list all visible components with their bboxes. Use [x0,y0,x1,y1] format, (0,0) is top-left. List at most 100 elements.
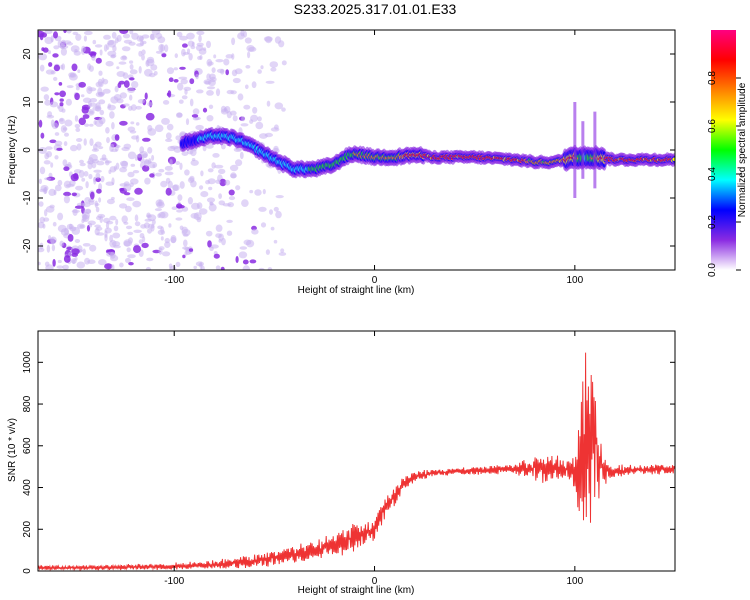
spectrogram-noise-blob [270,67,277,72]
spectrogram-noise-blob [221,143,226,150]
spectrogram-noise-blob [179,181,185,189]
spectrogram-noise-blob [243,104,251,110]
spectrogram-noise-blob [84,123,90,127]
spectrogram-noise-blob [46,114,55,119]
spectrogram-noise-blob [112,45,117,52]
spectrogram-noise-blob [38,201,44,207]
spectrogram-noise-blob [76,143,82,151]
spectrogram-noise-blob [118,80,126,85]
spectrogram-noise-blob [181,95,188,100]
spectrogram-noise-blob [258,267,265,270]
spectrogram-noise-blob [235,256,239,263]
spectrogram-noise-blob [176,112,183,118]
spectrogram-noise-blob [242,265,250,270]
spectrogram-noise-blob [51,122,59,130]
spectrogram-noise-blob [79,162,86,167]
spectrogram-noise-blob [129,64,134,70]
spectrogram-noise-blob [88,223,93,228]
spectrogram-noise-blob [158,168,165,173]
spectrogram-noise-blob [177,82,184,91]
spectrogram-noise-blob [161,53,167,58]
spectrogram-noise-blob [241,199,249,208]
colorbar-label: Normalized spectral amplitude [737,82,748,217]
spectrogram-noise-blob [145,266,152,270]
spectrogram-noise-blob [224,179,231,186]
spectrogram-noise-blob [114,134,120,141]
spectrogram-noise-blob [134,214,139,222]
spectrogram-noise-blob [60,47,67,56]
spectrogram-noise-blob [174,53,178,59]
snr-y-tick-label: 800 [22,395,33,412]
spectrogram-noise-blob [63,255,71,263]
spectrogram-noise-blob [122,72,129,79]
spectrogram-noise-blob [71,192,78,197]
spectrogram-noise-blob [74,115,79,122]
spectrogram-noise-blob [145,112,155,121]
spectrogram-noise-blob [111,264,115,270]
spectrogram-noise-blob [132,200,142,208]
spectrogram-noise-blob [95,172,101,179]
spectrogram-noise-blob [207,178,216,185]
spectrogram-noise-blob [95,177,101,183]
spectrogram-noise-blob [175,261,181,268]
spectrogram-noise-blob [128,105,133,111]
spectrogram-noise-blob [110,54,117,58]
spectrogram-noise-blob [119,120,128,126]
spectrogram-noise-blob [102,78,109,85]
spectrogram-noise-blob [38,247,45,253]
spectrogram-noise-blob [123,240,131,247]
spectrogram-noise-blob [192,108,200,115]
snr-x-ticks: -100 0 100 [164,331,584,587]
spectrogram-noise-blob [114,37,119,44]
spectrogram-noise-blob [42,223,46,229]
spectrogram-noise-blob [158,246,165,251]
spectrogram-noise-blob [232,77,241,84]
spectrogram-noise-blob [155,172,162,177]
spectrogram-noise-blob [191,202,200,210]
spectrogram-noise-blob [126,197,135,202]
spectrogram-noise-blob [63,166,70,171]
spectrogram-noise-blob [60,42,65,50]
spectrogram-noise-blob [181,151,189,157]
spectrogram-noise-blob [68,72,75,78]
spectrogram-noise-blob [281,107,286,112]
spectrogram-noise-blob [196,89,204,94]
spectrogram-noise-blob [139,36,144,42]
spectrogram-noise-blob [76,261,86,269]
spectrogram-noise-blob [213,54,217,59]
spectrogram-noise-blob [198,48,207,55]
spectrogram-noise-blob [142,153,148,159]
spectrogram-noise-blob [58,117,65,125]
spectrogram-noise-blob [54,132,60,136]
spectrogram-noise-blob [166,123,174,131]
spectrogram-noise-blob [53,31,58,39]
spectrogram-noise-blob [144,177,151,185]
spectrogram-noise-blob [54,184,62,192]
spectrogram-noise-blob [175,135,181,141]
spectrogram-noise-blob [207,168,214,173]
spectrogram-noise-blob [142,137,151,142]
spectrogram-noise-blob [220,105,227,113]
spectrogram-noise-blob [44,152,50,160]
spectrogram-noise-blob [103,34,111,40]
spectrogram-noise-blob [226,89,234,95]
spectrogram-noise-blob [87,157,94,165]
spectrogram-noise-blob [99,109,105,116]
spectrogram-noise-blob [281,60,287,66]
spectrogram-noise-blob [252,106,258,114]
spectrogram-noise-blob [215,59,224,63]
spectrogram-noise-blob [57,259,62,264]
spectrogram-noise-blob [278,40,285,48]
spectrogram-noise-blob [70,45,80,53]
spectrogram-noise-blob [71,63,78,72]
spectrogram-noise-blob [102,88,111,94]
spectrogram-noise-blob [83,30,93,36]
spectrogram-noise-blob [66,30,72,34]
spectrogram-noise-blob [180,78,188,85]
colorbar-tick-label: 0.8 [707,71,718,85]
spectrogram-noise-blob [74,257,78,261]
snr-y-ticks: 0 200 400 600 800 1000 [22,351,675,574]
spectrogram-noise-blob [219,178,227,187]
spectrogram-noise-blob [109,239,117,248]
spectrogram-noise-blob [154,124,164,133]
